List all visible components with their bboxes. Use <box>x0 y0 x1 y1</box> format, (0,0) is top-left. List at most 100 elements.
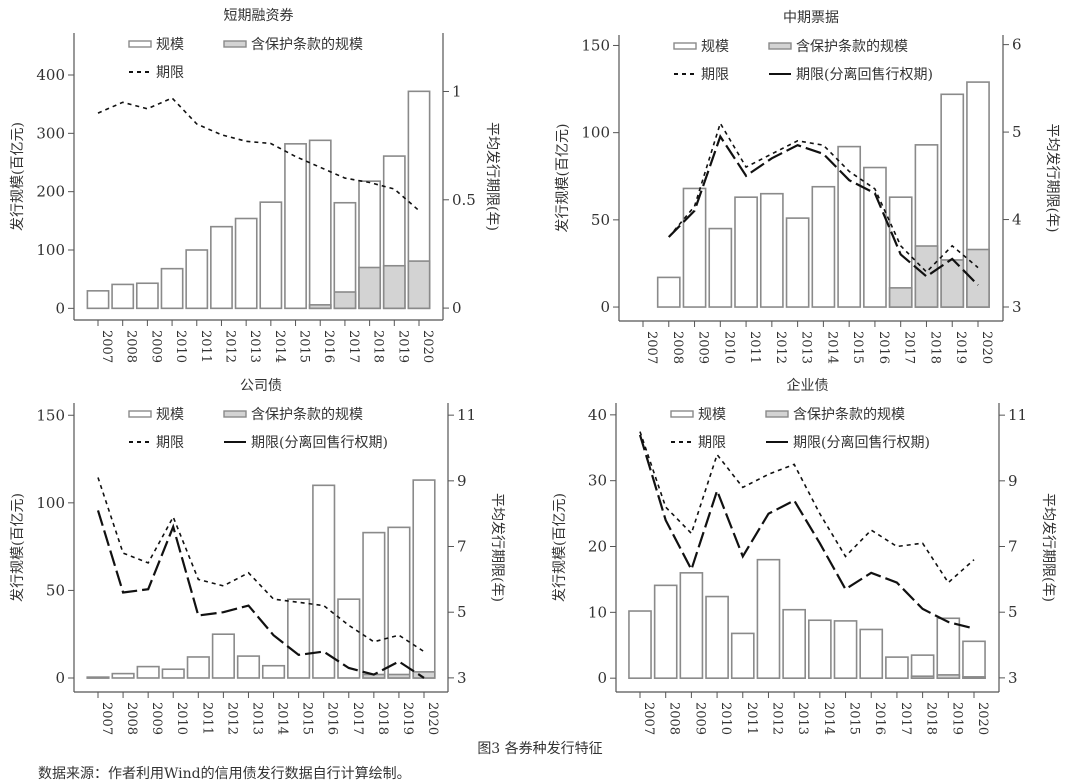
bar-size <box>160 267 184 310</box>
x-tick-label: 2009 <box>692 702 707 735</box>
x-tick-label: 2020 <box>979 331 994 364</box>
x-tick-label: 2013 <box>247 330 262 363</box>
x-tick-label: 2011 <box>198 330 213 363</box>
x-tick-label: 2007 <box>99 702 114 735</box>
bar-size <box>261 664 286 679</box>
x-tick-label: 2017 <box>902 331 917 364</box>
y2-tick-label: 5 <box>1012 123 1022 141</box>
bar-size <box>682 187 707 308</box>
y2-tick-label: 3 <box>1012 298 1022 316</box>
x-tick-label: 2008 <box>667 702 682 735</box>
bar-protected-size <box>914 245 939 308</box>
bar-size <box>656 276 681 308</box>
bar-size <box>86 290 110 310</box>
y-tick-label: 20 <box>588 538 607 556</box>
chart-title: 公司债 <box>240 378 282 394</box>
x-tick-label: 2009 <box>148 330 163 363</box>
legend-duration-excl-putback: 期限(分离回售行权期) <box>796 66 933 83</box>
line-duration-excl-putback <box>96 510 425 679</box>
legend-protected-size: 含保护条款的规模 <box>796 38 908 55</box>
bar-size <box>785 217 810 308</box>
bar-size <box>387 526 411 679</box>
chart-panel-4: 企业债 0 10 20 30 40 3 5 7 9 11 2007 2008 2009 2010 2011 20… <box>552 377 1056 735</box>
x-tick-label: 2007 <box>641 702 656 735</box>
legend-duration-excl-putback: 期限(分离回售行权期) <box>251 434 388 451</box>
x-tick-label: 2018 <box>375 702 390 735</box>
line-duration <box>639 431 975 584</box>
y2-tick-label: 7 <box>1008 538 1018 556</box>
y2-axis-label: 平均发行期限(年) <box>489 493 505 602</box>
bar-size <box>936 617 961 679</box>
bar-size <box>837 145 862 308</box>
bar-size <box>185 249 209 310</box>
bar-size <box>734 196 758 308</box>
bar-protected-size <box>382 264 406 310</box>
figure-source-note: 数据来源：作者利用Wind的信用债发行数据自行计算绘制。 <box>38 766 411 782</box>
x-tick-label: 2020 <box>420 330 435 363</box>
bar-size <box>910 654 935 679</box>
bar-size <box>287 598 311 679</box>
bar-size <box>161 668 185 679</box>
chart-title: 短期融资券 <box>224 8 294 24</box>
line-duration <box>97 97 420 212</box>
y2-tick-label: 9 <box>1008 472 1018 490</box>
x-tick-label: 2012 <box>222 330 237 363</box>
bar-size <box>833 620 858 679</box>
y-tick-label: 0 <box>55 669 65 687</box>
bar-protected-size <box>888 287 913 308</box>
bar-size <box>284 143 307 310</box>
bar-size <box>885 656 909 679</box>
x-tick-label: 2016 <box>876 331 891 364</box>
y2-tick-label: 11 <box>457 406 476 424</box>
x-tick-label: 2010 <box>721 331 736 364</box>
x-tick-label: 2015 <box>300 702 315 735</box>
y2-tick-label: 6 <box>1012 36 1022 54</box>
bar-size <box>186 656 210 679</box>
chart-title: 中期票据 <box>783 10 839 26</box>
bar-size <box>234 217 258 310</box>
x-tick-label: 2010 <box>718 702 733 735</box>
y-tick-label: 0 <box>600 298 610 316</box>
x-tick-label: 2018 <box>927 331 942 364</box>
legend-duration-excl-putback: 期限(分离回售行权期) <box>793 434 930 451</box>
figure-caption: 图3 各券种发行特征 <box>477 741 602 757</box>
bar-size <box>705 595 729 679</box>
bar-size <box>782 608 807 679</box>
bar-size <box>653 584 678 679</box>
chart-panel-3: 公司债 0 50 100 150 3 5 7 9 11 2007 2008 2009 2010 2011 20… <box>10 378 505 735</box>
bar-protected-size <box>936 674 961 679</box>
x-tick-label: 2019 <box>395 330 410 363</box>
bar-size <box>136 665 160 679</box>
y-axis-label: 发行规模(百亿元) <box>10 493 26 602</box>
x-tick-label: 2017 <box>898 702 913 735</box>
bar-size <box>807 619 832 679</box>
legend-protected-size-swatch <box>223 40 247 48</box>
x-tick-label: 2018 <box>371 330 386 363</box>
bar-size <box>312 484 336 679</box>
chart-title: 企业债 <box>787 377 829 394</box>
y2-axis-label: 平均发行期限(年) <box>1040 493 1056 602</box>
bar-size <box>628 610 652 679</box>
x-tick-label: 2012 <box>773 331 788 364</box>
y-tick-label: 400 <box>36 66 65 84</box>
x-tick-label: 2012 <box>769 702 784 735</box>
y-tick-label: 30 <box>588 472 607 490</box>
legend-size-swatch <box>128 40 152 48</box>
x-tick-label: 2014 <box>275 702 290 735</box>
bar-size <box>135 282 159 310</box>
y-tick-label: 50 <box>46 581 65 599</box>
y-tick-label: 100 <box>36 494 65 512</box>
x-tick-label: 2011 <box>744 702 759 735</box>
legend-protected-size: 含保护条款的规模 <box>793 406 905 423</box>
chart-panel-2: 中期票据 0 50 100 150 3 4 5 6 2007 2008 2009 2010 2011 201… <box>555 10 1060 364</box>
legend-size: 规模 <box>701 39 729 55</box>
legend-protected-size-swatch <box>765 410 789 418</box>
x-tick-label: 2013 <box>799 331 814 364</box>
y2-axis-label: 平均发行期限(年) <box>1044 124 1060 233</box>
legend-size-swatch <box>128 410 152 418</box>
x-tick-label: 2019 <box>400 702 415 735</box>
bar-protected-size <box>940 259 965 308</box>
bar-size <box>211 633 235 679</box>
y2-tick-label: 5 <box>1008 603 1018 621</box>
